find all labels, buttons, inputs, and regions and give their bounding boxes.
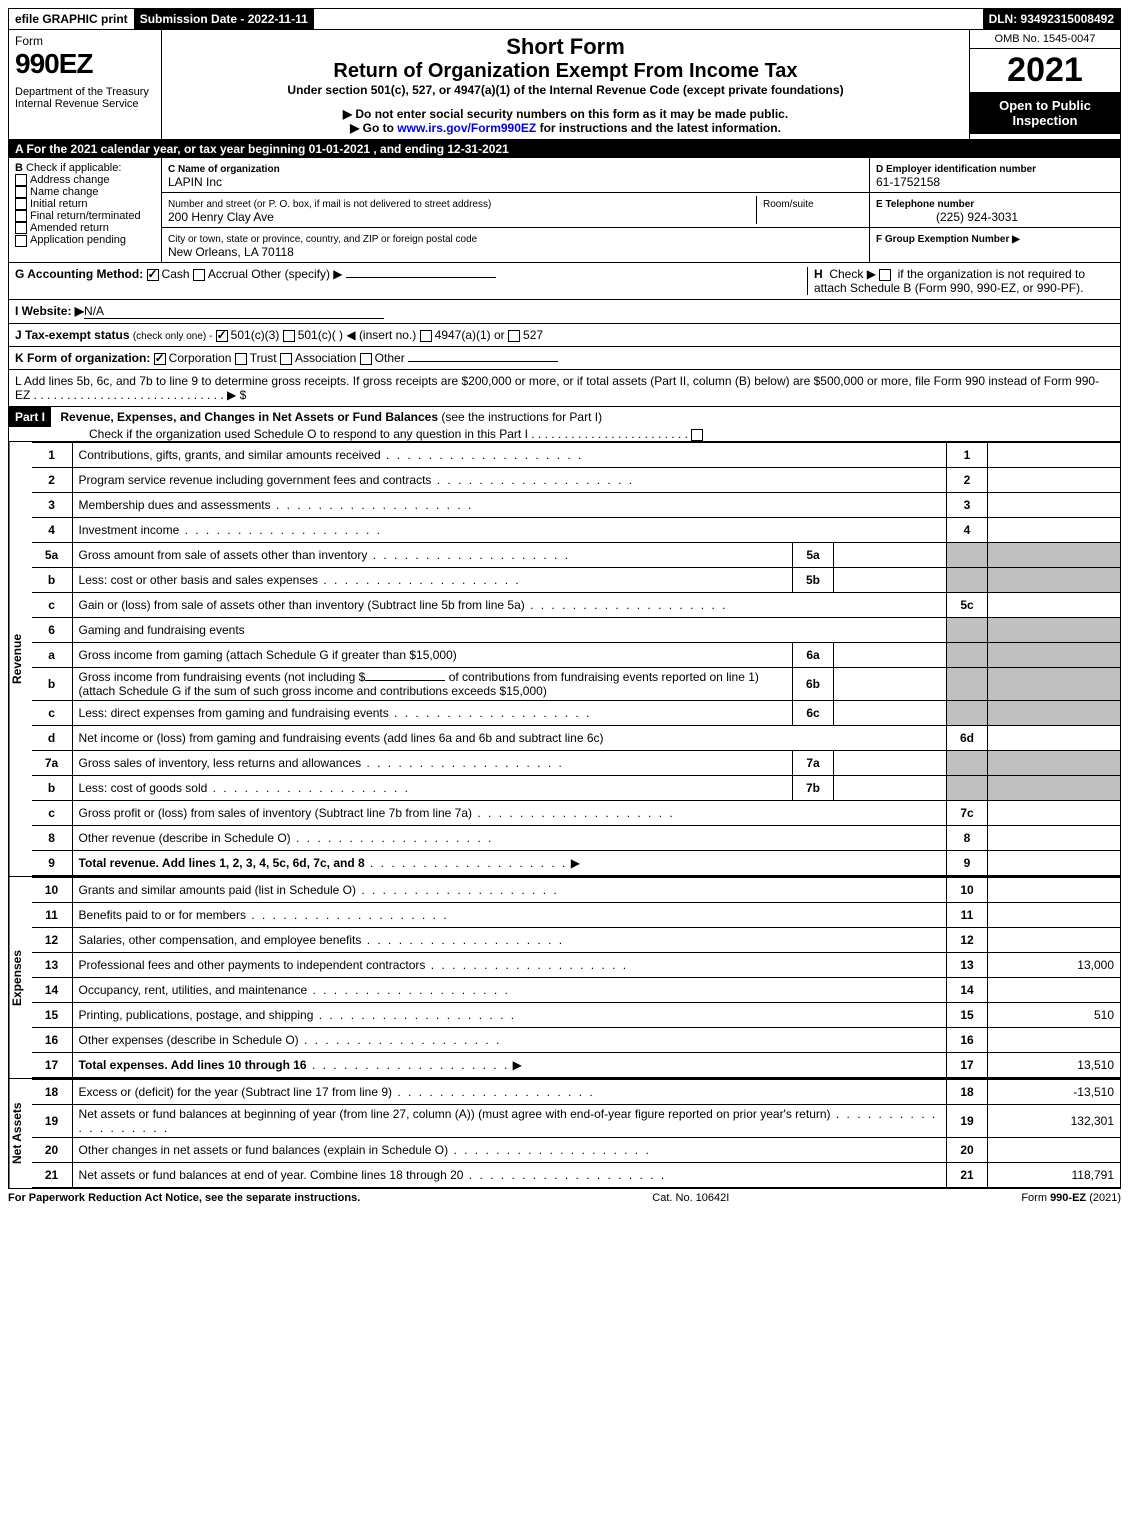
form-code: 990EZ	[15, 48, 155, 80]
org-name-label: C Name of organization	[168, 164, 280, 175]
chk-assoc[interactable]	[280, 353, 292, 365]
chk-501c[interactable]	[283, 330, 295, 342]
row-a: A For the 2021 calendar year, or tax yea…	[9, 140, 1120, 158]
chk-name[interactable]	[15, 186, 27, 198]
website: N/A	[84, 304, 104, 318]
city-label: City or town, state or province, country…	[168, 234, 477, 245]
row-l: L Add lines 5b, 6c, and 7b to line 9 to …	[9, 370, 1120, 407]
irs-link[interactable]: www.irs.gov/Form990EZ	[397, 121, 536, 135]
tel-label: E Telephone number	[876, 199, 974, 210]
form-header: Form 990EZ Department of the Treasury In…	[9, 30, 1120, 140]
netassets-section: Net Assets 18Excess or (deficit) for the…	[9, 1079, 1120, 1188]
val-17: 13,510	[988, 1053, 1121, 1078]
short-form: Short Form	[168, 34, 963, 60]
efile-label: efile GRAPHIC print	[9, 9, 134, 29]
org-city: New Orleans, LA 70118	[168, 245, 294, 259]
telephone: (225) 924-3031	[876, 210, 1018, 224]
footer-right: Form 990-EZ (2021)	[1021, 1192, 1121, 1204]
chk-cash[interactable]	[147, 269, 159, 281]
val-19: 132,301	[988, 1105, 1121, 1138]
row-i: I Website: ▶N/A	[9, 300, 1120, 324]
tax-year: 2021	[970, 49, 1120, 92]
chk-schedule-o[interactable]	[691, 429, 703, 441]
val-15: 510	[988, 1003, 1121, 1028]
chk-h[interactable]	[879, 269, 891, 281]
ein-label: D Employer identification number	[876, 164, 1036, 175]
revenue-section: Revenue 1Contributions, gifts, grants, a…	[9, 442, 1120, 877]
submission-date: Submission Date - 2022-11-11	[134, 9, 314, 29]
open-public: Open to Public Inspection	[970, 92, 1120, 134]
top-bar: efile GRAPHIC print Submission Date - 20…	[8, 8, 1121, 30]
subtitle: Under section 501(c), 527, or 4947(a)(1)…	[168, 83, 963, 97]
addr-label: Number and street (or P. O. box, if mail…	[168, 199, 491, 210]
note-ssn: ▶ Do not enter social security numbers o…	[168, 107, 963, 121]
val-21: 118,791	[988, 1163, 1121, 1188]
room-label: Room/suite	[763, 199, 814, 210]
note-link-row: ▶ Go to www.irs.gov/Form990EZ for instru…	[168, 121, 963, 135]
entity-section: B Check if applicable: Address change Na…	[9, 158, 1120, 263]
val-18: -13,510	[988, 1080, 1121, 1105]
chk-address[interactable]	[15, 174, 27, 186]
omb-number: OMB No. 1545-0047	[970, 30, 1120, 49]
row-j: J Tax-exempt status (check only one) - 5…	[9, 324, 1120, 347]
row-gh: G Accounting Method: Cash Accrual Other …	[9, 263, 1120, 300]
expenses-label: Expenses	[9, 877, 32, 1078]
chk-corp[interactable]	[154, 353, 166, 365]
dln: DLN: 93492315008492	[983, 9, 1120, 29]
org-name: LAPIN Inc	[168, 175, 222, 189]
main-title: Return of Organization Exempt From Incom…	[168, 60, 963, 83]
footer-left: For Paperwork Reduction Act Notice, see …	[8, 1192, 360, 1204]
chk-accrual[interactable]	[193, 269, 205, 281]
chk-501c3[interactable]	[216, 330, 228, 342]
page-footer: For Paperwork Reduction Act Notice, see …	[8, 1189, 1121, 1207]
row-k: K Form of organization: Corporation Trus…	[9, 347, 1120, 370]
group-label: F Group Exemption Number ▶	[876, 234, 1020, 245]
val-13: 13,000	[988, 953, 1121, 978]
chk-trust[interactable]	[235, 353, 247, 365]
chk-amended[interactable]	[15, 222, 27, 234]
chk-other-org[interactable]	[360, 353, 372, 365]
form-word: Form	[15, 34, 155, 48]
revenue-label: Revenue	[9, 442, 32, 876]
expenses-section: Expenses 10Grants and similar amounts pa…	[9, 877, 1120, 1079]
footer-center: Cat. No. 10642I	[652, 1192, 729, 1204]
dept-label: Department of the Treasury Internal Reve…	[15, 86, 155, 110]
chk-4947[interactable]	[420, 330, 432, 342]
chk-pending[interactable]	[15, 235, 27, 247]
netassets-label: Net Assets	[9, 1079, 32, 1188]
chk-527[interactable]	[508, 330, 520, 342]
chk-final[interactable]	[15, 210, 27, 222]
part1-header: Part I Revenue, Expenses, and Changes in…	[9, 407, 1120, 442]
org-address: 200 Henry Clay Ave	[168, 210, 274, 224]
ein: 61-1752158	[876, 175, 940, 189]
chk-initial[interactable]	[15, 198, 27, 210]
